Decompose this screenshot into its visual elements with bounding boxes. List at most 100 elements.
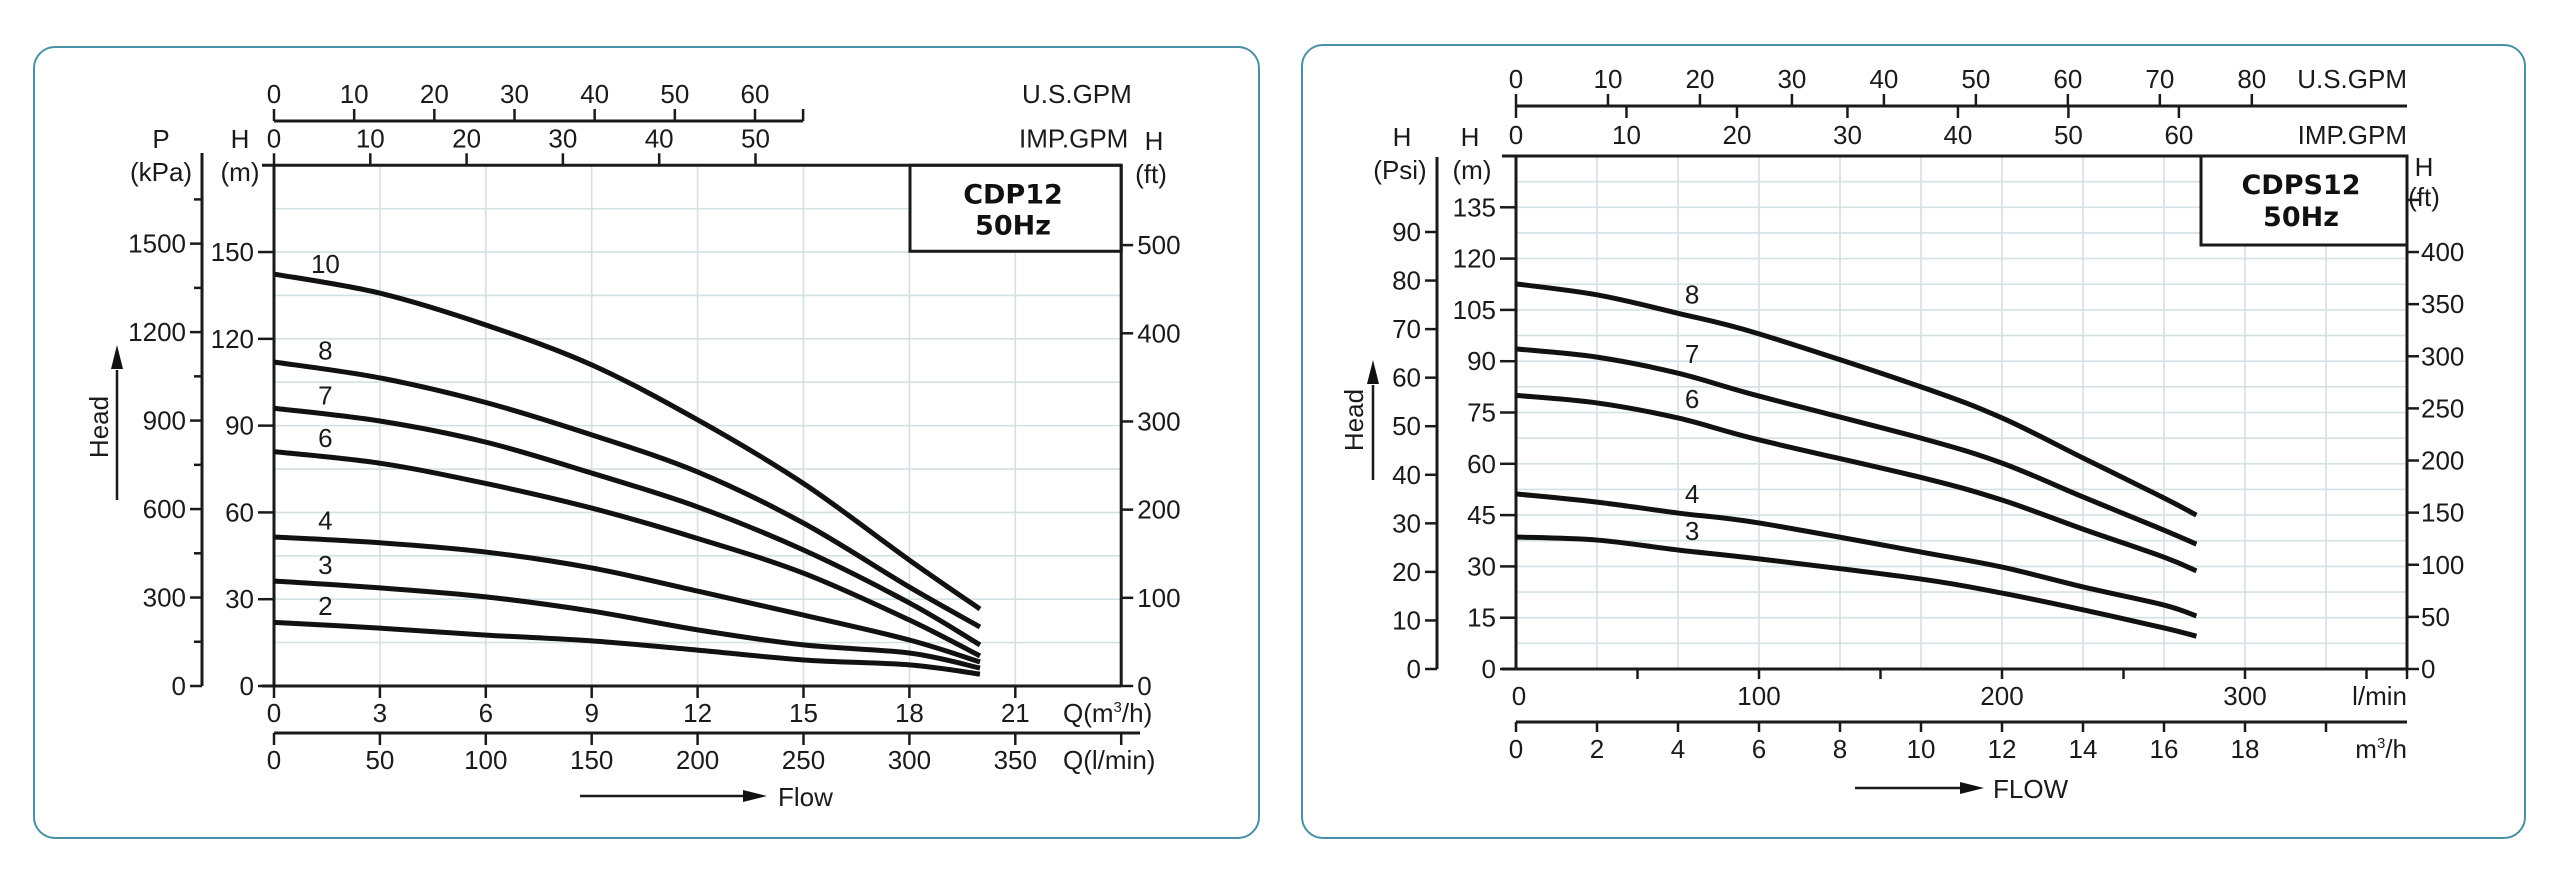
right-model-name: CDPS12: [2241, 170, 2360, 201]
left-tick-label-h-m: 30: [225, 584, 254, 614]
left-tick-label-h-m: 150: [211, 237, 254, 267]
left-tick-label-q-lmin: 150: [570, 745, 613, 775]
left-tick-label-h-m: 90: [225, 411, 254, 441]
left-tick-label-p-kpa: 1200: [128, 317, 186, 347]
left-axis-label-h-ft-unit: (ft): [1135, 159, 1167, 189]
right-flow-arrow-icon: [1960, 782, 1984, 794]
right-tick-label-h-ft: 0: [2421, 654, 2435, 684]
right-tick-label-q-lmin: 0: [1512, 681, 1526, 711]
right-curve-stages-6: [1515, 392, 2198, 574]
left-curve-stages-10: [273, 271, 982, 612]
left-curve-label-10: 10: [311, 249, 340, 279]
right-axis-label-h-ft: H: [2415, 152, 2434, 182]
left-tick-label-q-lmin: 250: [782, 745, 825, 775]
left-tick-label-h-m: 60: [225, 497, 254, 527]
left-flow-label: Flow: [778, 782, 833, 812]
left-tick-label-us-gpm: 30: [500, 79, 529, 109]
left-tick-label-p-kpa: 0: [172, 671, 186, 701]
right-tick-label-imp-gpm: 60: [2164, 120, 2193, 150]
left-model-name: CDP12: [963, 179, 1063, 210]
left-curve-stages-2: [273, 619, 981, 677]
right-axis-label-psi: H: [1393, 122, 1412, 152]
left-tick-label-q-lmin: 0: [267, 745, 281, 775]
left-tick-label-us-gpm: 10: [340, 79, 369, 109]
right-tick-label-h-psi: 40: [1392, 460, 1421, 490]
left-tick-label-h-ft: 400: [1137, 318, 1180, 348]
right-tick-label-h-psi: 80: [1392, 266, 1421, 296]
right-tick-label-q-lmin: 100: [1737, 681, 1780, 711]
right-tick-label-h-ft: 300: [2421, 341, 2464, 371]
left-tick-label-q-lmin: 300: [888, 745, 931, 775]
right-curve-label-4: 4: [1685, 479, 1699, 509]
left-tick-label-h-ft: 200: [1137, 495, 1180, 525]
right-tick-label-h-psi: 30: [1392, 508, 1421, 538]
right-tick-label-h-m: 15: [1467, 603, 1496, 633]
right-tick-label-h-psi: 60: [1392, 363, 1421, 393]
right-tick-label-us-gpm: 20: [1685, 64, 1714, 94]
right-tick-label-q-m3h: 12: [1988, 734, 2017, 764]
left-tick-label-q-m3h: 6: [479, 698, 493, 728]
left-tick-label-h-ft: 300: [1137, 406, 1180, 436]
right-tick-label-h-psi: 20: [1392, 557, 1421, 587]
left-axis-label-us-gpm: U.S.GPM: [1022, 79, 1132, 109]
left-tick-label-us-gpm: 20: [420, 79, 449, 109]
left-tick-label-q-m3h: 3: [373, 698, 387, 728]
left-tick-label-p-kpa: 300: [143, 583, 186, 613]
left-axis-label-p: P: [152, 124, 169, 154]
left-curve-label-8: 8: [318, 335, 332, 365]
right-axis-label-imp-gpm: IMP.GPM: [2298, 120, 2407, 150]
right-tick-label-us-gpm: 40: [1869, 64, 1898, 94]
left-tick-label-imp-gpm: 30: [548, 123, 577, 153]
right-tick-label-imp-gpm: 10: [1612, 120, 1641, 150]
right-tick-label-h-ft: 50: [2421, 602, 2450, 632]
right-axis-label-q-m3h: m3/h: [2355, 734, 2407, 764]
left-tick-label-q-m3h: 9: [584, 698, 598, 728]
right-head-arrow-icon: [1367, 360, 1379, 384]
left-tick-label-q-lmin: 50: [365, 745, 394, 775]
right-tick-label-h-m: 135: [1453, 192, 1496, 222]
right-axis-label-h-unit: (m): [1453, 155, 1492, 185]
left-axis-label-q-lmin: Q(l/min): [1063, 745, 1155, 775]
right-tick-label-imp-gpm: 40: [1943, 120, 1972, 150]
left-curve-label-2: 2: [318, 591, 332, 621]
right-tick-label-q-m3h: 0: [1509, 734, 1523, 764]
right-tick-label-h-ft: 400: [2421, 237, 2464, 267]
right-tick-label-imp-gpm: 50: [2054, 120, 2083, 150]
left-tick-label-imp-gpm: 40: [645, 123, 674, 153]
left-tick-label-h-ft: 0: [1137, 671, 1151, 701]
right-tick-label-h-psi: 0: [1407, 654, 1421, 684]
left-curve-label-3: 3: [318, 550, 332, 580]
right-tick-label-h-ft: 250: [2421, 393, 2464, 423]
right-flow-label: FLOW: [1993, 774, 2069, 804]
right-tick-label-q-m3h: 6: [1752, 734, 1766, 764]
left-curve-stages-7: [273, 405, 982, 648]
right-tick-label-q-m3h: 18: [2231, 734, 2260, 764]
left-tick-label-q-m3h: 12: [683, 698, 712, 728]
right-tick-label-us-gpm: 10: [1594, 64, 1623, 94]
left-tick-label-us-gpm: 60: [741, 79, 770, 109]
right-curve-label-6: 6: [1685, 384, 1699, 414]
left-tick-label-h-m: 0: [240, 671, 254, 701]
left-axis-label-h-unit: (m): [221, 157, 260, 187]
left-tick-label-q-m3h: 15: [789, 698, 818, 728]
left-curve-stages-4: [273, 534, 981, 665]
left-tick-label-q-lmin: 350: [994, 745, 1037, 775]
right-tick-label-q-lmin: 200: [1980, 681, 2023, 711]
left-tick-label-imp-gpm: 20: [452, 123, 481, 153]
right-tick-label-us-gpm: 70: [2145, 64, 2174, 94]
right-tick-label-us-gpm: 60: [2053, 64, 2082, 94]
right-tick-label-h-m: 75: [1467, 398, 1496, 428]
left-tick-label-h-ft: 500: [1137, 230, 1180, 260]
left-tick-label-imp-gpm: 10: [356, 123, 385, 153]
right-tick-label-imp-gpm: 30: [1833, 120, 1862, 150]
left-head-label: Head: [84, 396, 114, 458]
right-axis-label-psi-unit: (Psi): [1373, 155, 1426, 185]
right-tick-label-us-gpm: 50: [1961, 64, 1990, 94]
right-tick-label-h-m: 30: [1467, 551, 1496, 581]
left-axis-label-h: H: [231, 124, 250, 154]
left-tick-label-p-kpa: 600: [143, 494, 186, 524]
left-tick-label-p-kpa: 900: [143, 406, 186, 436]
left-tick-label-q-m3h: 21: [1001, 698, 1030, 728]
right-tick-label-us-gpm: 30: [1777, 64, 1806, 94]
left-tick-label-imp-gpm: 50: [741, 123, 770, 153]
